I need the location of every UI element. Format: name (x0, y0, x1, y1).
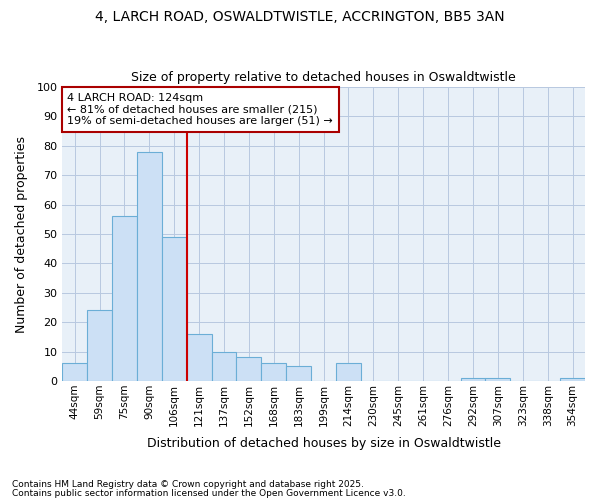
Bar (87, 310, 112, 381)
Bar (286, 366, 311, 381)
Text: Contains public sector information licensed under the Open Government Licence v3: Contains public sector information licen… (12, 488, 406, 498)
Bar (187, 334, 212, 381)
Bar (236, 358, 262, 381)
Bar (461, 378, 485, 381)
X-axis label: Distribution of detached houses by size in Oswaldtwistle: Distribution of detached houses by size … (146, 437, 500, 450)
Y-axis label: Number of detached properties: Number of detached properties (15, 136, 28, 332)
Bar (137, 152, 162, 381)
Bar (62, 364, 87, 381)
Bar (212, 352, 236, 381)
Bar (560, 378, 585, 381)
Text: 4, LARCH ROAD, OSWALDTWISTLE, ACCRINGTON, BB5 3AN: 4, LARCH ROAD, OSWALDTWISTLE, ACCRINGTON… (95, 10, 505, 24)
Text: Contains HM Land Registry data © Crown copyright and database right 2025.: Contains HM Land Registry data © Crown c… (12, 480, 364, 489)
Bar (112, 216, 137, 381)
Bar (485, 378, 511, 381)
Text: 4 LARCH ROAD: 124sqm
← 81% of detached houses are smaller (215)
19% of semi-deta: 4 LARCH ROAD: 124sqm ← 81% of detached h… (67, 93, 333, 126)
Title: Size of property relative to detached houses in Oswaldtwistle: Size of property relative to detached ho… (131, 72, 516, 85)
Bar (162, 237, 187, 381)
Bar (336, 364, 361, 381)
Bar (262, 364, 286, 381)
